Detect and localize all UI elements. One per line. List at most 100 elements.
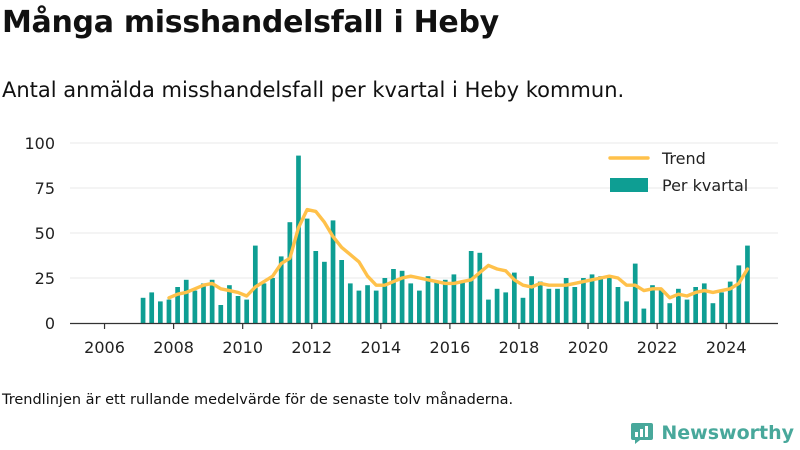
bar	[157, 301, 163, 323]
footnote: Trendlinjen är ett rullande medelvärde f…	[2, 392, 514, 408]
bar	[304, 218, 310, 323]
bar	[676, 288, 681, 323]
bar	[442, 279, 448, 323]
bar	[270, 278, 275, 323]
bar	[166, 299, 172, 323]
bar	[572, 287, 578, 323]
bar	[296, 155, 301, 323]
bar	[434, 281, 439, 323]
bar	[667, 303, 673, 323]
page-title: Många misshandelsfall i Heby	[2, 5, 499, 40]
bar	[529, 276, 534, 323]
legend: Trend Per kvartal	[608, 149, 748, 195]
x-tick-label: 2020	[568, 338, 609, 357]
legend-trend-label: Trend	[661, 149, 706, 168]
x-tick-label: 2022	[637, 338, 678, 357]
bar	[546, 288, 552, 323]
bar	[650, 285, 655, 323]
bar	[606, 278, 612, 323]
bar	[347, 283, 353, 323]
bar-series	[140, 155, 750, 323]
bar	[244, 299, 250, 323]
bar	[693, 287, 699, 323]
legend-bars-swatch	[610, 178, 648, 192]
bar	[624, 301, 629, 323]
x-tick-label: 2018	[499, 338, 540, 357]
bar	[736, 265, 742, 323]
page-subtitle: Antal anmälda misshandelsfall per kvarta…	[2, 78, 625, 102]
y-axis: 0 25 50 75 100	[24, 134, 55, 333]
bar	[175, 287, 180, 323]
bar	[503, 292, 509, 323]
x-tick-label: 2016	[430, 338, 471, 357]
bar	[209, 279, 215, 323]
legend-bars-label: Per kvartal	[662, 176, 748, 195]
bar	[192, 290, 198, 323]
bar	[183, 279, 189, 323]
bar	[555, 288, 560, 323]
bar	[252, 245, 258, 323]
trend-series	[167, 207, 750, 300]
bar	[425, 276, 431, 323]
bar	[313, 251, 319, 323]
bar	[520, 297, 526, 323]
bar	[641, 308, 647, 323]
chart: 2006 2008 2010 2012 2014 2016 2018 2020 2022 2024…	[24, 134, 778, 357]
bar	[278, 256, 284, 323]
bar	[719, 292, 724, 323]
bar	[684, 299, 690, 323]
bar	[218, 305, 224, 323]
bar	[408, 283, 414, 323]
bar	[477, 252, 483, 323]
bar	[339, 260, 345, 323]
bar	[322, 261, 327, 323]
bar	[399, 270, 405, 323]
bar	[330, 220, 336, 323]
bar	[701, 283, 707, 323]
y-tick-label: 50	[35, 224, 55, 243]
x-tick-label: 2014	[360, 338, 401, 357]
bar	[511, 272, 517, 323]
bar	[382, 278, 388, 323]
bar	[745, 245, 750, 323]
brand: Newsworthy	[630, 420, 794, 446]
bar	[486, 299, 491, 323]
y-tick-label: 0	[45, 314, 55, 333]
bar	[287, 222, 293, 323]
trend-line	[167, 207, 750, 300]
y-tick-label: 100	[24, 134, 55, 153]
y-tick-label: 25	[35, 269, 55, 288]
bar	[140, 297, 146, 323]
y-tick-label: 75	[35, 179, 55, 198]
newsworthy-logo-icon	[631, 423, 654, 444]
bar	[417, 290, 422, 323]
bar	[632, 263, 638, 323]
bar	[494, 288, 500, 323]
bar	[391, 269, 396, 323]
x-tick-label: 2006	[84, 338, 125, 357]
bar	[468, 251, 474, 323]
bar	[149, 292, 155, 323]
bar	[589, 274, 595, 323]
bar	[356, 290, 362, 323]
bar	[201, 283, 206, 323]
bar	[710, 303, 716, 323]
bar	[537, 281, 543, 323]
bar	[460, 281, 465, 323]
bar	[227, 285, 232, 323]
bar	[658, 288, 664, 323]
bar	[451, 274, 457, 323]
bar	[727, 281, 733, 323]
x-tick-label: 2024	[706, 338, 747, 357]
bar	[563, 278, 569, 323]
bar	[365, 285, 370, 323]
x-tick-label: 2008	[153, 338, 194, 357]
bar	[598, 276, 604, 323]
bar	[581, 278, 586, 323]
x-axis: 2006 2008 2010 2012 2014 2016 2018 2020 2022 2024	[70, 322, 778, 357]
bar	[615, 287, 621, 323]
x-tick-label: 2010	[222, 338, 263, 357]
brand-name: Newsworthy	[661, 422, 794, 444]
bar	[261, 283, 267, 323]
bar	[235, 296, 241, 323]
